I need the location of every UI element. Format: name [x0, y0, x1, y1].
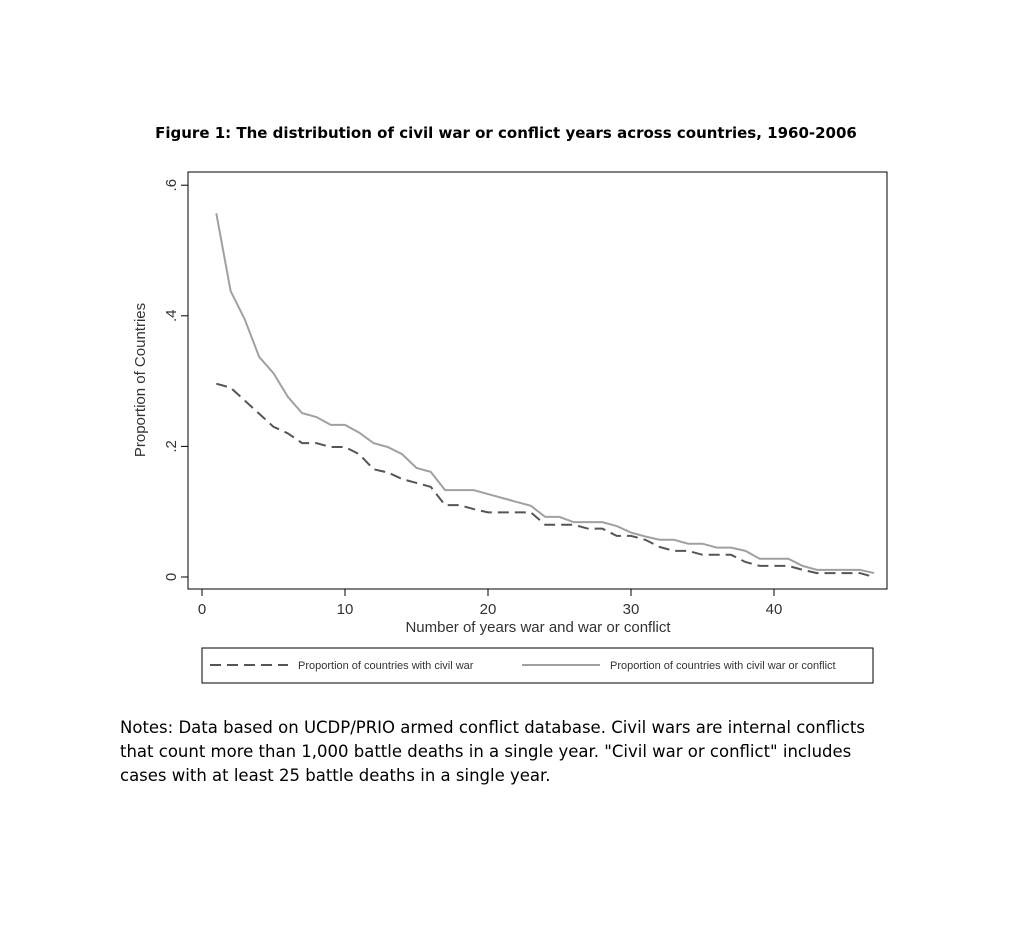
- plot-area: [187, 171, 888, 590]
- figure-notes: Notes: Data based on UCDP/PRIO armed con…: [120, 718, 865, 785]
- x-tick-label: 30: [623, 601, 640, 618]
- x-tick-label: 10: [337, 601, 354, 618]
- legend: Proportion of countries with civil war P…: [201, 647, 874, 684]
- y-tick-label: .6: [163, 179, 180, 192]
- y-tick-label: .4: [163, 310, 180, 323]
- series-line-civil-war: [216, 382, 875, 578]
- legend-label-conflict: Proportion of countries with civil war o…: [610, 660, 836, 672]
- legend-label-civil-war: Proportion of countries with civil war: [298, 660, 474, 672]
- y-axis-label: Proportion of Countries: [132, 303, 149, 457]
- x-tick-label: 20: [480, 601, 497, 618]
- y-axis: 0 .2 .4 .6: [163, 179, 188, 581]
- y-tick-label: .2: [163, 440, 180, 453]
- series-line-conflict: [215, 213, 875, 575]
- x-axis: 0 10 20 30 40: [198, 589, 783, 618]
- x-tick-label: 40: [766, 601, 783, 618]
- chart-title: Figure 1: The distribution of civil war …: [155, 124, 857, 142]
- x-axis-label: Number of years war and war or conflict: [405, 619, 671, 636]
- x-tick-label: 0: [198, 601, 206, 618]
- y-tick-label: 0: [163, 573, 180, 581]
